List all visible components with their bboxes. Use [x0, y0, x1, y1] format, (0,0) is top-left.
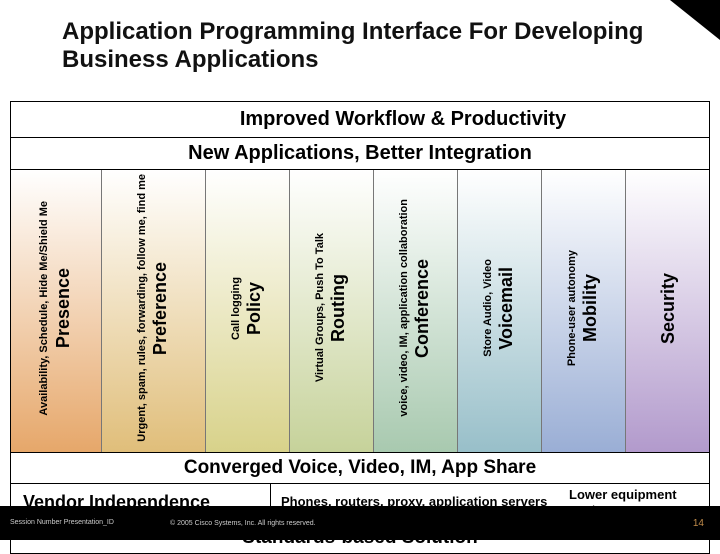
pillar-desc: Virtual Groups, Push To Talk	[314, 233, 327, 382]
pillar-policy: Call loggingPolicy	[206, 170, 290, 452]
footer: Session Number Presentation_ID © 2005 Ci…	[0, 506, 720, 540]
pillar-desc: Availability, Schedule, Hide Me/Shield M…	[38, 201, 51, 416]
pillar-title: Preference	[150, 262, 171, 355]
pillar-title: Voicemail	[496, 267, 517, 350]
banner-converged-text: Converged Voice, Video, IM, App Share	[11, 453, 709, 483]
pillar-desc: voice, video, IM, application collaborat…	[398, 199, 411, 417]
banner-workflow-text: Improved Workflow & Productivity	[11, 102, 709, 137]
corner-decoration	[670, 0, 720, 40]
pillars-row: Availability, Schedule, Hide Me/Shield M…	[10, 170, 710, 453]
pillar-desc: Phone-user autonomy	[566, 250, 579, 366]
pillar-title: Policy	[244, 282, 265, 335]
pillar-desc: Call logging	[230, 277, 243, 340]
pillar-title: Routing	[328, 274, 349, 342]
pillar-title: Security	[658, 273, 679, 344]
pillar-title: Presence	[53, 268, 74, 348]
pillar-mobility: Phone-user autonomyMobility	[542, 170, 626, 452]
banner-workflow: Improved Workflow & Productivity	[10, 101, 710, 138]
title-area: Application Programming Interface For De…	[0, 0, 720, 85]
pillar-voicemail: Store Audio, VideoVoicemail	[458, 170, 542, 452]
pillar-conference: voice, video, IM, application collaborat…	[374, 170, 458, 452]
pillar-preference: Urgent, spam, rules, forwarding, follow …	[102, 170, 206, 452]
page-title: Application Programming Interface For De…	[62, 18, 670, 73]
pillar-security: Security	[626, 170, 709, 452]
footer-copyright: © 2005 Cisco Systems, Inc. All rights re…	[170, 520, 693, 527]
pillar-presence: Availability, Schedule, Hide Me/Shield M…	[11, 170, 102, 452]
banner-apps-text: New Applications, Better Integration	[11, 138, 709, 169]
pillar-title: Mobility	[580, 274, 601, 342]
pillar-title: Conference	[412, 259, 433, 358]
diagram: Improved Workflow & Productivity New App…	[0, 101, 720, 554]
footer-session: Session Number Presentation_ID	[0, 519, 170, 527]
banner-apps: New Applications, Better Integration	[10, 138, 710, 170]
pillar-desc: Store Audio, Video	[482, 259, 495, 357]
footer-page-number: 14	[693, 518, 720, 529]
pillar-desc: Urgent, spam, rules, forwarding, follow …	[136, 174, 149, 442]
banner-converged: Converged Voice, Video, IM, App Share	[10, 453, 710, 484]
pillar-routing: Virtual Groups, Push To TalkRouting	[290, 170, 374, 452]
